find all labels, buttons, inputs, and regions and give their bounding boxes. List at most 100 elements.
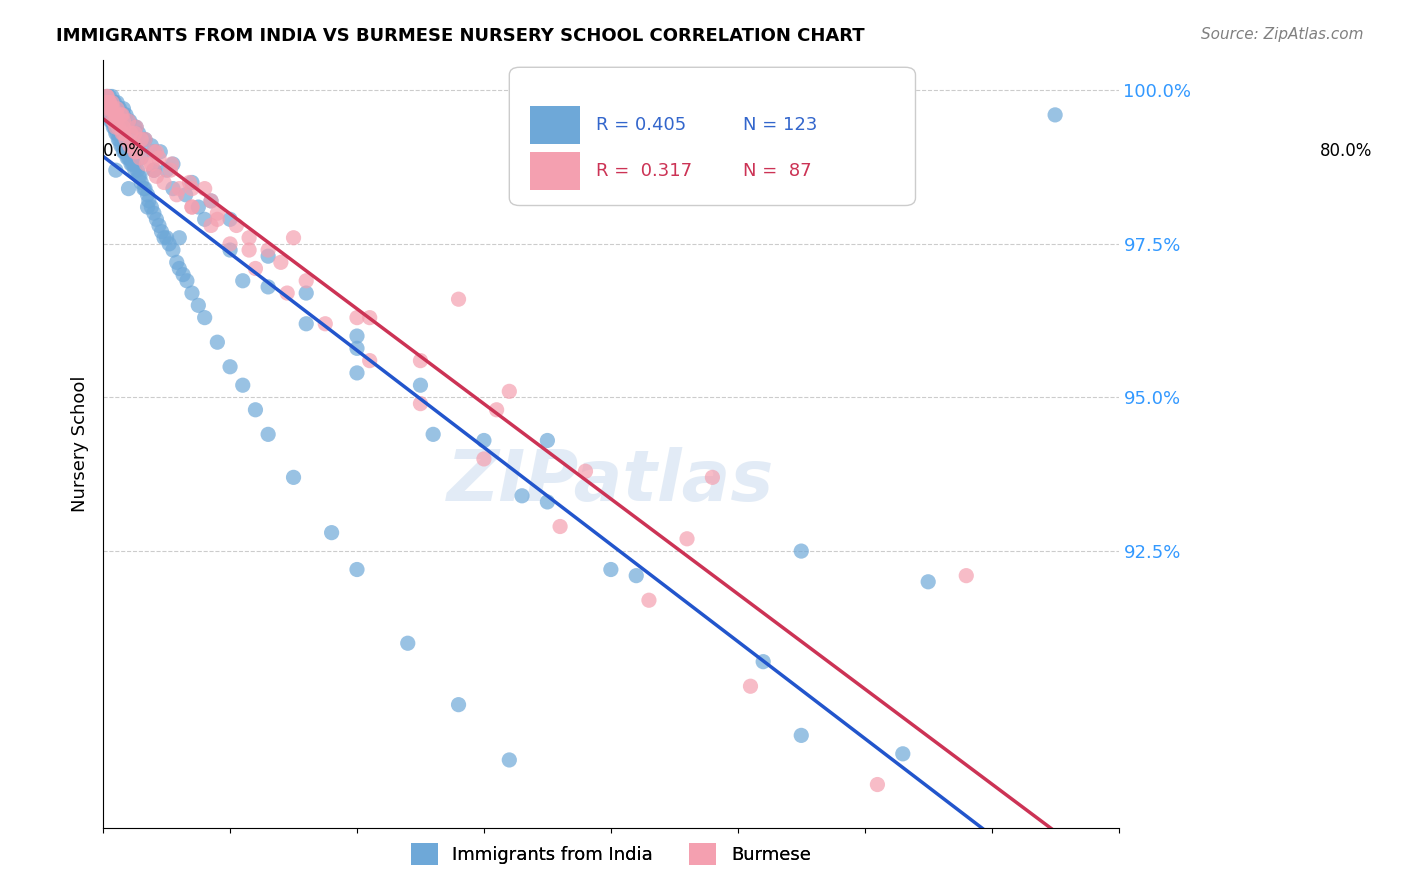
Burmese [111, 108, 134, 122]
Immigrants from India [101, 89, 124, 103]
Immigrants from India [245, 402, 267, 417]
Burmese [498, 384, 520, 399]
Immigrants from India [136, 200, 159, 214]
Burmese [100, 102, 122, 116]
Burmese [314, 317, 336, 331]
Burmese [238, 243, 260, 257]
Burmese [98, 95, 121, 110]
Burmese [104, 120, 127, 135]
Immigrants from India [129, 176, 152, 190]
Immigrants from India [98, 89, 121, 103]
Immigrants from India [187, 200, 209, 214]
Burmese [238, 231, 260, 245]
Immigrants from India [162, 243, 184, 257]
Immigrants from India [169, 261, 191, 276]
Immigrants from India [626, 568, 648, 582]
Burmese [219, 236, 242, 251]
Burmese [148, 151, 170, 165]
Immigrants from India [104, 120, 127, 135]
Immigrants from India [124, 145, 146, 159]
Immigrants from India [121, 157, 143, 171]
Burmese [866, 778, 889, 792]
Text: N = 123: N = 123 [742, 116, 817, 134]
Immigrants from India [112, 108, 135, 122]
Immigrants from India [96, 89, 118, 103]
Immigrants from India [96, 102, 118, 116]
Burmese [283, 231, 305, 245]
Immigrants from India [124, 163, 146, 178]
Immigrants from India [1056, 845, 1078, 859]
Burmese [105, 108, 128, 122]
Immigrants from India [129, 169, 152, 184]
Immigrants from India [295, 317, 318, 331]
Immigrants from India [132, 132, 155, 146]
Immigrants from India [145, 212, 167, 227]
Burmese [200, 194, 222, 208]
Immigrants from India [112, 102, 135, 116]
Burmese [574, 464, 596, 478]
Immigrants from India [346, 329, 368, 343]
Burmese [409, 353, 432, 368]
Immigrants from India [138, 194, 160, 208]
Immigrants from India [321, 525, 343, 540]
Immigrants from India [134, 132, 156, 146]
Immigrants from India [157, 236, 180, 251]
Burmese [159, 163, 181, 178]
Text: 0.0%: 0.0% [103, 142, 145, 160]
Burmese [96, 89, 118, 103]
Burmese [194, 181, 217, 195]
Burmese [207, 212, 229, 227]
Burmese [638, 593, 661, 607]
Immigrants from India [207, 335, 229, 350]
Burmese [485, 402, 508, 417]
Immigrants from India [409, 378, 432, 392]
Immigrants from India [100, 114, 122, 128]
Burmese [101, 95, 124, 110]
Immigrants from India [104, 163, 127, 178]
Immigrants from India [103, 120, 125, 135]
Burmese [105, 102, 128, 116]
Burmese [346, 310, 368, 325]
Immigrants from India [94, 95, 117, 110]
Immigrants from India [172, 268, 194, 282]
Immigrants from India [174, 187, 197, 202]
Burmese [245, 261, 267, 276]
Immigrants from India [472, 434, 495, 448]
Immigrants from India [599, 562, 621, 576]
Immigrants from India [219, 243, 242, 257]
Immigrants from India [891, 747, 914, 761]
Immigrants from India [346, 366, 368, 380]
Immigrants from India [155, 163, 177, 178]
Immigrants from India [97, 108, 120, 122]
Immigrants from India [118, 151, 141, 165]
Immigrants from India [510, 489, 533, 503]
Text: ZIPatlas: ZIPatlas [447, 448, 775, 516]
Immigrants from India [98, 95, 121, 110]
Text: Source: ZipAtlas.com: Source: ZipAtlas.com [1201, 27, 1364, 42]
Immigrants from India [150, 225, 173, 239]
Immigrants from India [153, 231, 176, 245]
Immigrants from India [181, 176, 204, 190]
Burmese [276, 286, 298, 301]
Burmese [112, 126, 135, 140]
Burmese [740, 679, 762, 693]
Burmese [676, 532, 699, 546]
Immigrants from India [101, 114, 124, 128]
Burmese [120, 126, 142, 140]
Immigrants from India [112, 132, 135, 146]
Burmese [142, 145, 165, 159]
Immigrants from India [122, 157, 145, 171]
Burmese [409, 397, 432, 411]
Burmese [118, 138, 141, 153]
Legend: Immigrants from India, Burmese: Immigrants from India, Burmese [404, 836, 818, 872]
Immigrants from India [283, 470, 305, 484]
Immigrants from India [117, 151, 139, 165]
Burmese [97, 95, 120, 110]
Immigrants from India [257, 427, 280, 442]
Burmese [181, 200, 204, 214]
Burmese [94, 95, 117, 110]
Immigrants from India [107, 102, 129, 116]
Immigrants from India [790, 728, 813, 742]
Immigrants from India [114, 145, 136, 159]
FancyBboxPatch shape [509, 67, 915, 205]
